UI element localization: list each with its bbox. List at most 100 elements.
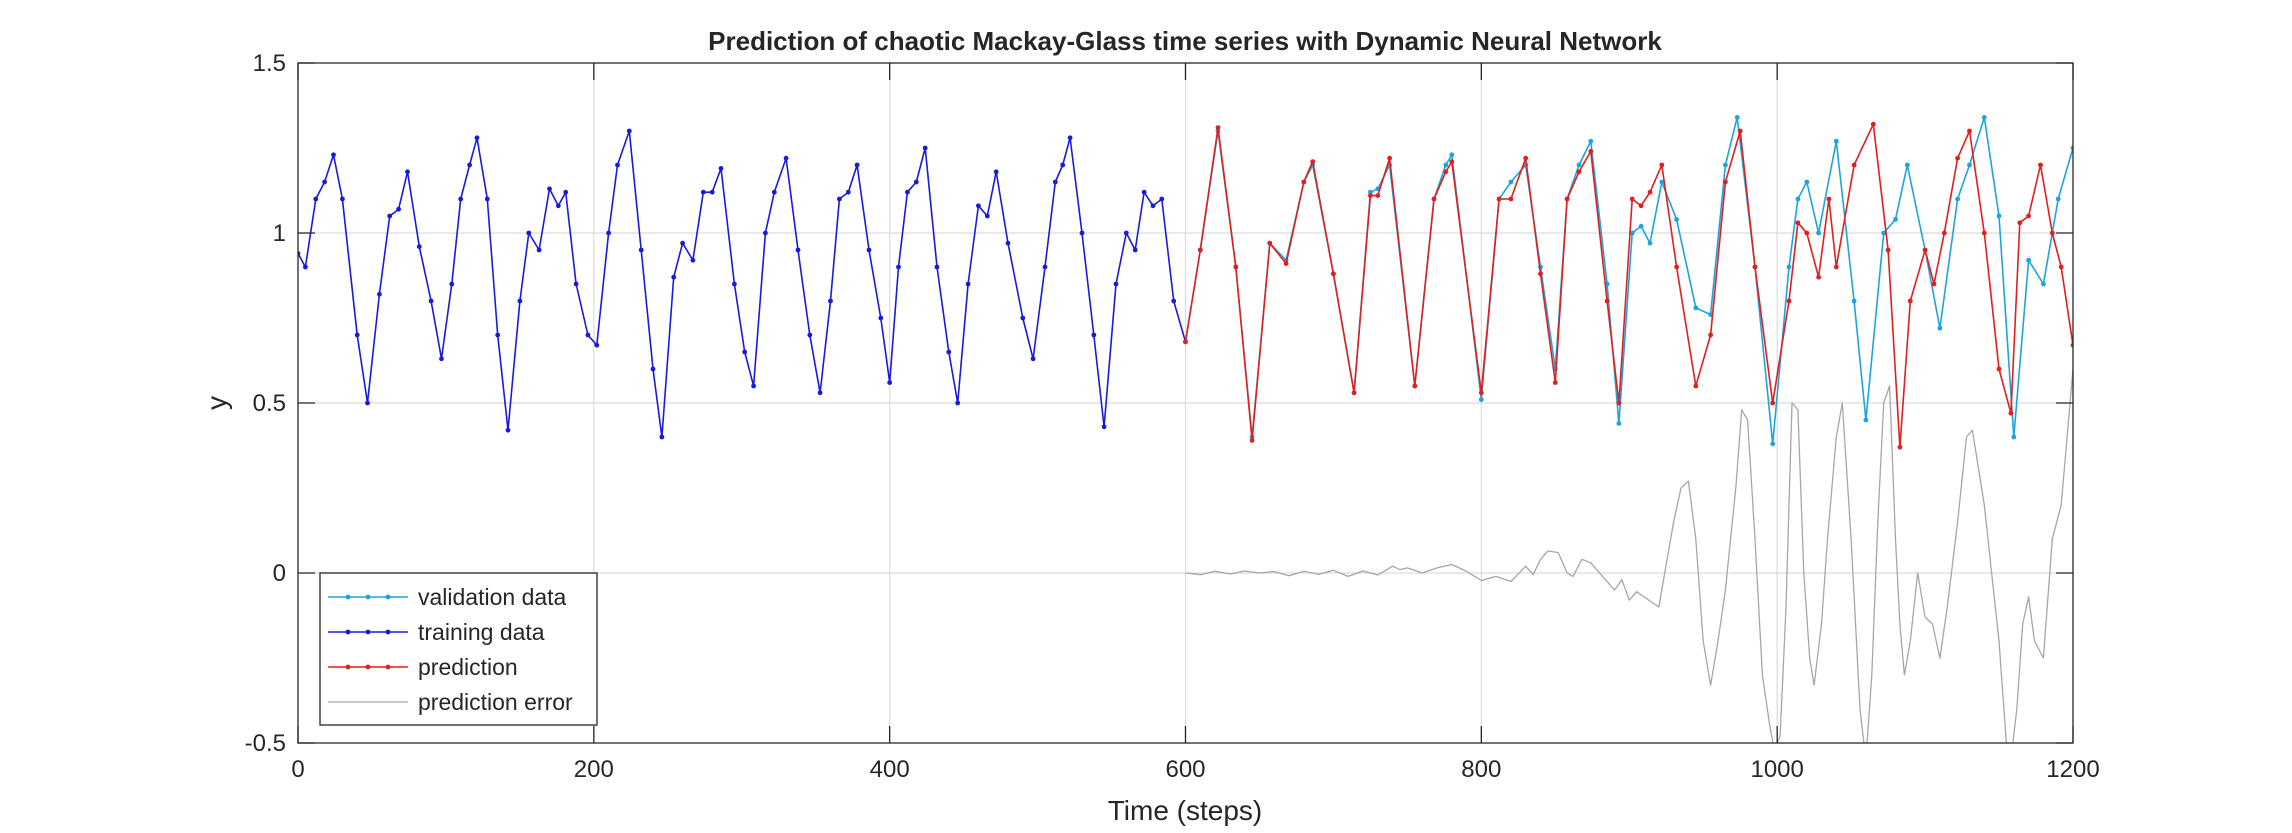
- data-point: [763, 230, 768, 236]
- data-point: [1955, 155, 1960, 161]
- data-point: [354, 332, 360, 338]
- legend-marker: [345, 664, 351, 670]
- data-point: [1576, 162, 1582, 168]
- series-prediction-error: [1185, 368, 2073, 743]
- data-point: [1955, 196, 1960, 202]
- data-point: [626, 128, 632, 134]
- data-point: [742, 349, 748, 355]
- data-point: [1183, 339, 1188, 345]
- data-point: [1795, 196, 1801, 202]
- data-point: [1331, 271, 1336, 277]
- data-point: [1931, 281, 1937, 287]
- series-line-prediction-error: [1185, 368, 2073, 743]
- data-point: [2041, 281, 2046, 287]
- data-point: [495, 332, 501, 338]
- data-point: [878, 315, 884, 321]
- data-point: [1310, 159, 1316, 165]
- data-point: [1042, 264, 1048, 270]
- data-point: [1478, 397, 1484, 402]
- series-layer: [298, 115, 2073, 743]
- data-point: [2058, 264, 2064, 270]
- data-point: [1734, 115, 1740, 120]
- data-point: [984, 213, 990, 219]
- data-point: [405, 169, 410, 175]
- data-point: [547, 186, 552, 192]
- legend-item-prediction: prediction: [328, 654, 518, 680]
- data-point: [340, 196, 345, 202]
- legend-marker: [365, 594, 371, 600]
- data-point: [1067, 135, 1073, 141]
- data-point: [2049, 230, 2055, 236]
- data-point: [1996, 366, 2002, 372]
- data-point: [1881, 230, 1887, 236]
- data-point: [1981, 115, 1987, 120]
- x-tick-label: 800: [1461, 756, 1501, 783]
- data-point: [474, 135, 480, 141]
- data-point: [807, 332, 813, 338]
- data-point: [1804, 179, 1810, 185]
- data-point: [709, 189, 715, 195]
- data-point: [1060, 162, 1066, 168]
- data-point: [1786, 264, 1792, 270]
- data-point: [854, 162, 860, 168]
- data-point: [2038, 162, 2043, 168]
- data-point: [1893, 217, 1898, 222]
- data-point: [1604, 298, 1610, 304]
- data-point: [1937, 325, 1943, 331]
- data-point: [1588, 149, 1594, 154]
- x-tick-label: 1200: [2046, 756, 2099, 783]
- legend-marker: [385, 664, 391, 670]
- data-point: [313, 196, 319, 202]
- x-tick-label: 1000: [1750, 756, 1803, 783]
- data-point: [905, 189, 910, 195]
- data-point: [1141, 189, 1147, 195]
- data-point: [1150, 203, 1156, 209]
- data-point: [1616, 421, 1622, 426]
- data-point: [1478, 390, 1484, 396]
- data-point: [1091, 332, 1097, 338]
- legend-label: prediction error: [418, 689, 573, 715]
- data-point: [1508, 196, 1514, 202]
- legend-marker: [385, 629, 391, 635]
- data-point: [1922, 247, 1928, 253]
- data-point: [1996, 213, 2002, 219]
- legend-marker: [365, 664, 371, 670]
- data-point: [1674, 217, 1679, 222]
- data-point: [1833, 138, 1839, 144]
- data-point: [1804, 230, 1810, 236]
- data-point: [2017, 220, 2023, 226]
- series-training-data: [298, 128, 1188, 440]
- data-point: [517, 298, 523, 304]
- data-point: [555, 203, 561, 209]
- data-point: [1851, 298, 1857, 304]
- data-point: [1412, 383, 1418, 389]
- data-point: [718, 166, 724, 171]
- data-point: [2011, 434, 2017, 440]
- data-point: [303, 264, 308, 270]
- x-axis-label: Time (steps): [1108, 795, 1263, 826]
- data-point: [439, 356, 444, 362]
- data-point: [1283, 261, 1289, 266]
- data-point: [365, 400, 370, 406]
- data-point: [680, 240, 685, 246]
- legend: validation data training data prediction pr…: [319, 572, 598, 726]
- legend-label: prediction: [418, 654, 518, 680]
- data-point: [1897, 444, 1903, 450]
- data-point: [1851, 162, 1857, 168]
- data-point: [1449, 152, 1455, 158]
- data-point: [976, 203, 981, 209]
- data-point: [2055, 196, 2061, 202]
- y-axis-label: y: [201, 396, 232, 410]
- data-point: [1171, 298, 1177, 304]
- data-point: [1351, 390, 1357, 396]
- data-point: [563, 189, 569, 195]
- legend-marker: [385, 594, 391, 600]
- data-point: [828, 298, 833, 304]
- x-tick-label: 600: [1165, 756, 1205, 783]
- data-point: [1770, 441, 1776, 447]
- data-point: [1674, 264, 1679, 270]
- data-point: [1816, 274, 1821, 280]
- data-point: [594, 342, 600, 348]
- data-point: [1816, 230, 1821, 236]
- data-point: [396, 206, 401, 212]
